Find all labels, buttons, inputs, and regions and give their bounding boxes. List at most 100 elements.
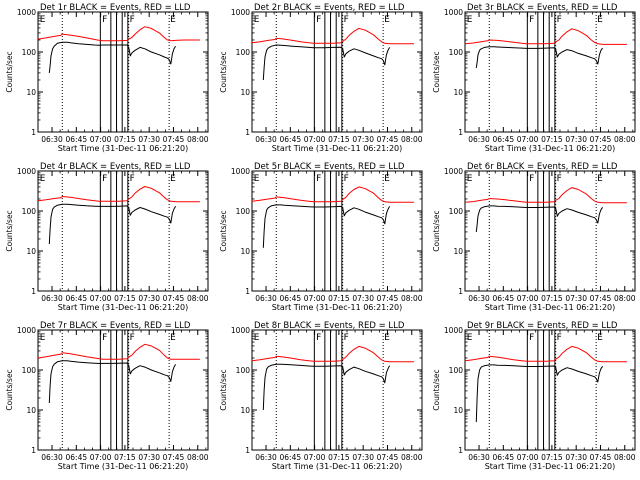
chart-panel-8: Det 8r BLACK = Events, RED = LLD 1 10 100 10…	[219, 321, 423, 471]
chart-panel-3: Det 3r BLACK = Events, RED = LLD 1 10 100 10…	[432, 3, 636, 153]
event-marker-label: E	[170, 15, 176, 25]
y-axis-label: Counts/sec	[5, 210, 14, 251]
y-tick-label: 100	[22, 207, 37, 216]
x-tick-label: 06:45	[66, 294, 88, 303]
chart-panel-6: Det 6r BLACK = Events, RED = LLD 1 10 100 10…	[432, 162, 636, 312]
y-axis-label: Counts/sec	[219, 51, 228, 92]
x-tick-label: 07:00	[517, 294, 539, 303]
chart-title: Det 7r BLACK = Events, RED = LLD	[40, 321, 191, 331]
x-tick-label: 08:00	[614, 294, 636, 303]
x-tick-label: 07:15	[114, 453, 136, 462]
x-tick-label: 06:30	[255, 294, 277, 303]
y-axis-label: Counts/sec	[432, 51, 441, 92]
x-tick-label: 08:00	[614, 135, 636, 144]
plot-frame	[37, 170, 209, 292]
events-series-line	[48, 41, 177, 73]
x-tick-label: 07:00	[90, 294, 112, 303]
y-tick-label: 1000	[231, 326, 250, 335]
y-tick-label: 1000	[231, 8, 250, 17]
events-series-line	[475, 46, 604, 68]
chart-panel-1: Det 1r BLACK = Events, RED = LLD 1 10 100 10…	[5, 3, 209, 153]
y-tick-label: 1000	[444, 8, 463, 17]
event-marker-label: F	[130, 15, 135, 25]
x-tick-label: 07:00	[90, 135, 112, 144]
x-tick-label: 07:45	[163, 294, 185, 303]
event-marker-label: F	[529, 174, 534, 184]
events-series-line	[48, 203, 177, 245]
chart-panel-9: Det 9r BLACK = Events, RED = LLD 1 10 100 10…	[432, 321, 636, 471]
x-tick-label: 07:00	[90, 453, 112, 462]
y-tick-label: 10	[240, 247, 250, 256]
x-tick-label: 06:30	[41, 294, 63, 303]
x-tick-label: 06:45	[280, 453, 302, 462]
y-tick-label: 100	[449, 48, 464, 57]
x-tick-label: 07:00	[517, 135, 539, 144]
x-tick-label: 07:45	[590, 453, 612, 462]
y-tick-label: 1000	[17, 326, 36, 335]
lld-series-line	[37, 186, 200, 203]
x-tick-label: 07:30	[138, 135, 160, 144]
y-tick-label: 1	[458, 128, 463, 137]
y-tick-label: 1	[245, 128, 250, 137]
chart-title: Det 1r BLACK = Events, RED = LLD	[40, 3, 191, 13]
y-tick-label: 10	[26, 406, 36, 415]
x-axis-label: Start Time (31-Dec-11 06:21:20)	[58, 144, 189, 153]
x-tick-label: 06:45	[66, 135, 88, 144]
x-axis-label: Start Time (31-Dec-11 06:21:20)	[58, 462, 189, 471]
event-marker-label: F	[344, 333, 349, 343]
x-tick-label: 06:30	[255, 453, 277, 462]
y-axis-label: Counts/sec	[5, 369, 14, 410]
plot-frame	[37, 329, 209, 451]
x-tick-label: 07:45	[163, 135, 185, 144]
chart-title: Det 3r BLACK = Events, RED = LLD	[467, 3, 618, 13]
x-tick-label: 07:15	[114, 294, 136, 303]
x-tick-label: 08:00	[187, 135, 209, 144]
x-axis-label: Start Time (31-Dec-11 06:21:20)	[272, 144, 403, 153]
y-tick-label: 10	[453, 406, 463, 415]
event-marker-label: E	[40, 15, 46, 25]
events-series-line	[262, 44, 391, 81]
x-tick-label: 07:00	[517, 453, 539, 462]
x-axis-label: Start Time (31-Dec-11 06:21:20)	[58, 303, 189, 312]
x-tick-label: 07:00	[304, 453, 326, 462]
x-tick-label: 07:45	[590, 294, 612, 303]
x-tick-label: 08:00	[401, 453, 423, 462]
event-marker-label: F	[557, 15, 562, 25]
plot-frame	[464, 170, 636, 292]
x-tick-label: 08:00	[614, 453, 636, 462]
x-tick-label: 08:00	[401, 294, 423, 303]
event-marker-label: F	[557, 333, 562, 343]
x-axis-label: Start Time (31-Dec-11 06:21:20)	[485, 303, 616, 312]
y-tick-label: 1000	[17, 167, 36, 176]
y-tick-label: 100	[236, 207, 251, 216]
y-axis-label: Counts/sec	[432, 369, 441, 410]
chart-panel-5: Det 5r BLACK = Events, RED = LLD 1 10 100 10…	[219, 162, 423, 312]
lld-series-line	[251, 345, 414, 363]
x-tick-label: 07:15	[328, 453, 350, 462]
event-marker-label: F	[316, 333, 321, 343]
x-tick-label: 07:30	[352, 453, 374, 462]
y-tick-label: 1000	[231, 167, 250, 176]
lld-series-line	[251, 27, 414, 45]
y-tick-label: 1	[31, 446, 36, 455]
x-tick-label: 07:15	[541, 453, 563, 462]
event-marker-label: E	[467, 333, 473, 343]
event-marker-label: F	[316, 15, 321, 25]
plot-frame	[37, 11, 209, 133]
x-tick-label: 06:45	[493, 294, 515, 303]
y-tick-label: 10	[453, 247, 463, 256]
event-marker-label: F	[344, 15, 349, 25]
event-marker-label: E	[170, 333, 176, 343]
x-axis-label: Start Time (31-Dec-11 06:21:20)	[485, 462, 616, 471]
event-marker-label: E	[597, 174, 603, 184]
event-marker-label: E	[597, 333, 603, 343]
event-marker-label: E	[254, 15, 260, 25]
event-marker-label: E	[40, 333, 46, 343]
event-marker-label: E	[597, 15, 603, 25]
x-axis-label: Start Time (31-Dec-11 06:21:20)	[272, 462, 403, 471]
events-series-line	[262, 204, 391, 248]
x-tick-label: 07:00	[304, 135, 326, 144]
x-tick-label: 06:30	[468, 453, 490, 462]
plot-frame	[251, 329, 423, 451]
